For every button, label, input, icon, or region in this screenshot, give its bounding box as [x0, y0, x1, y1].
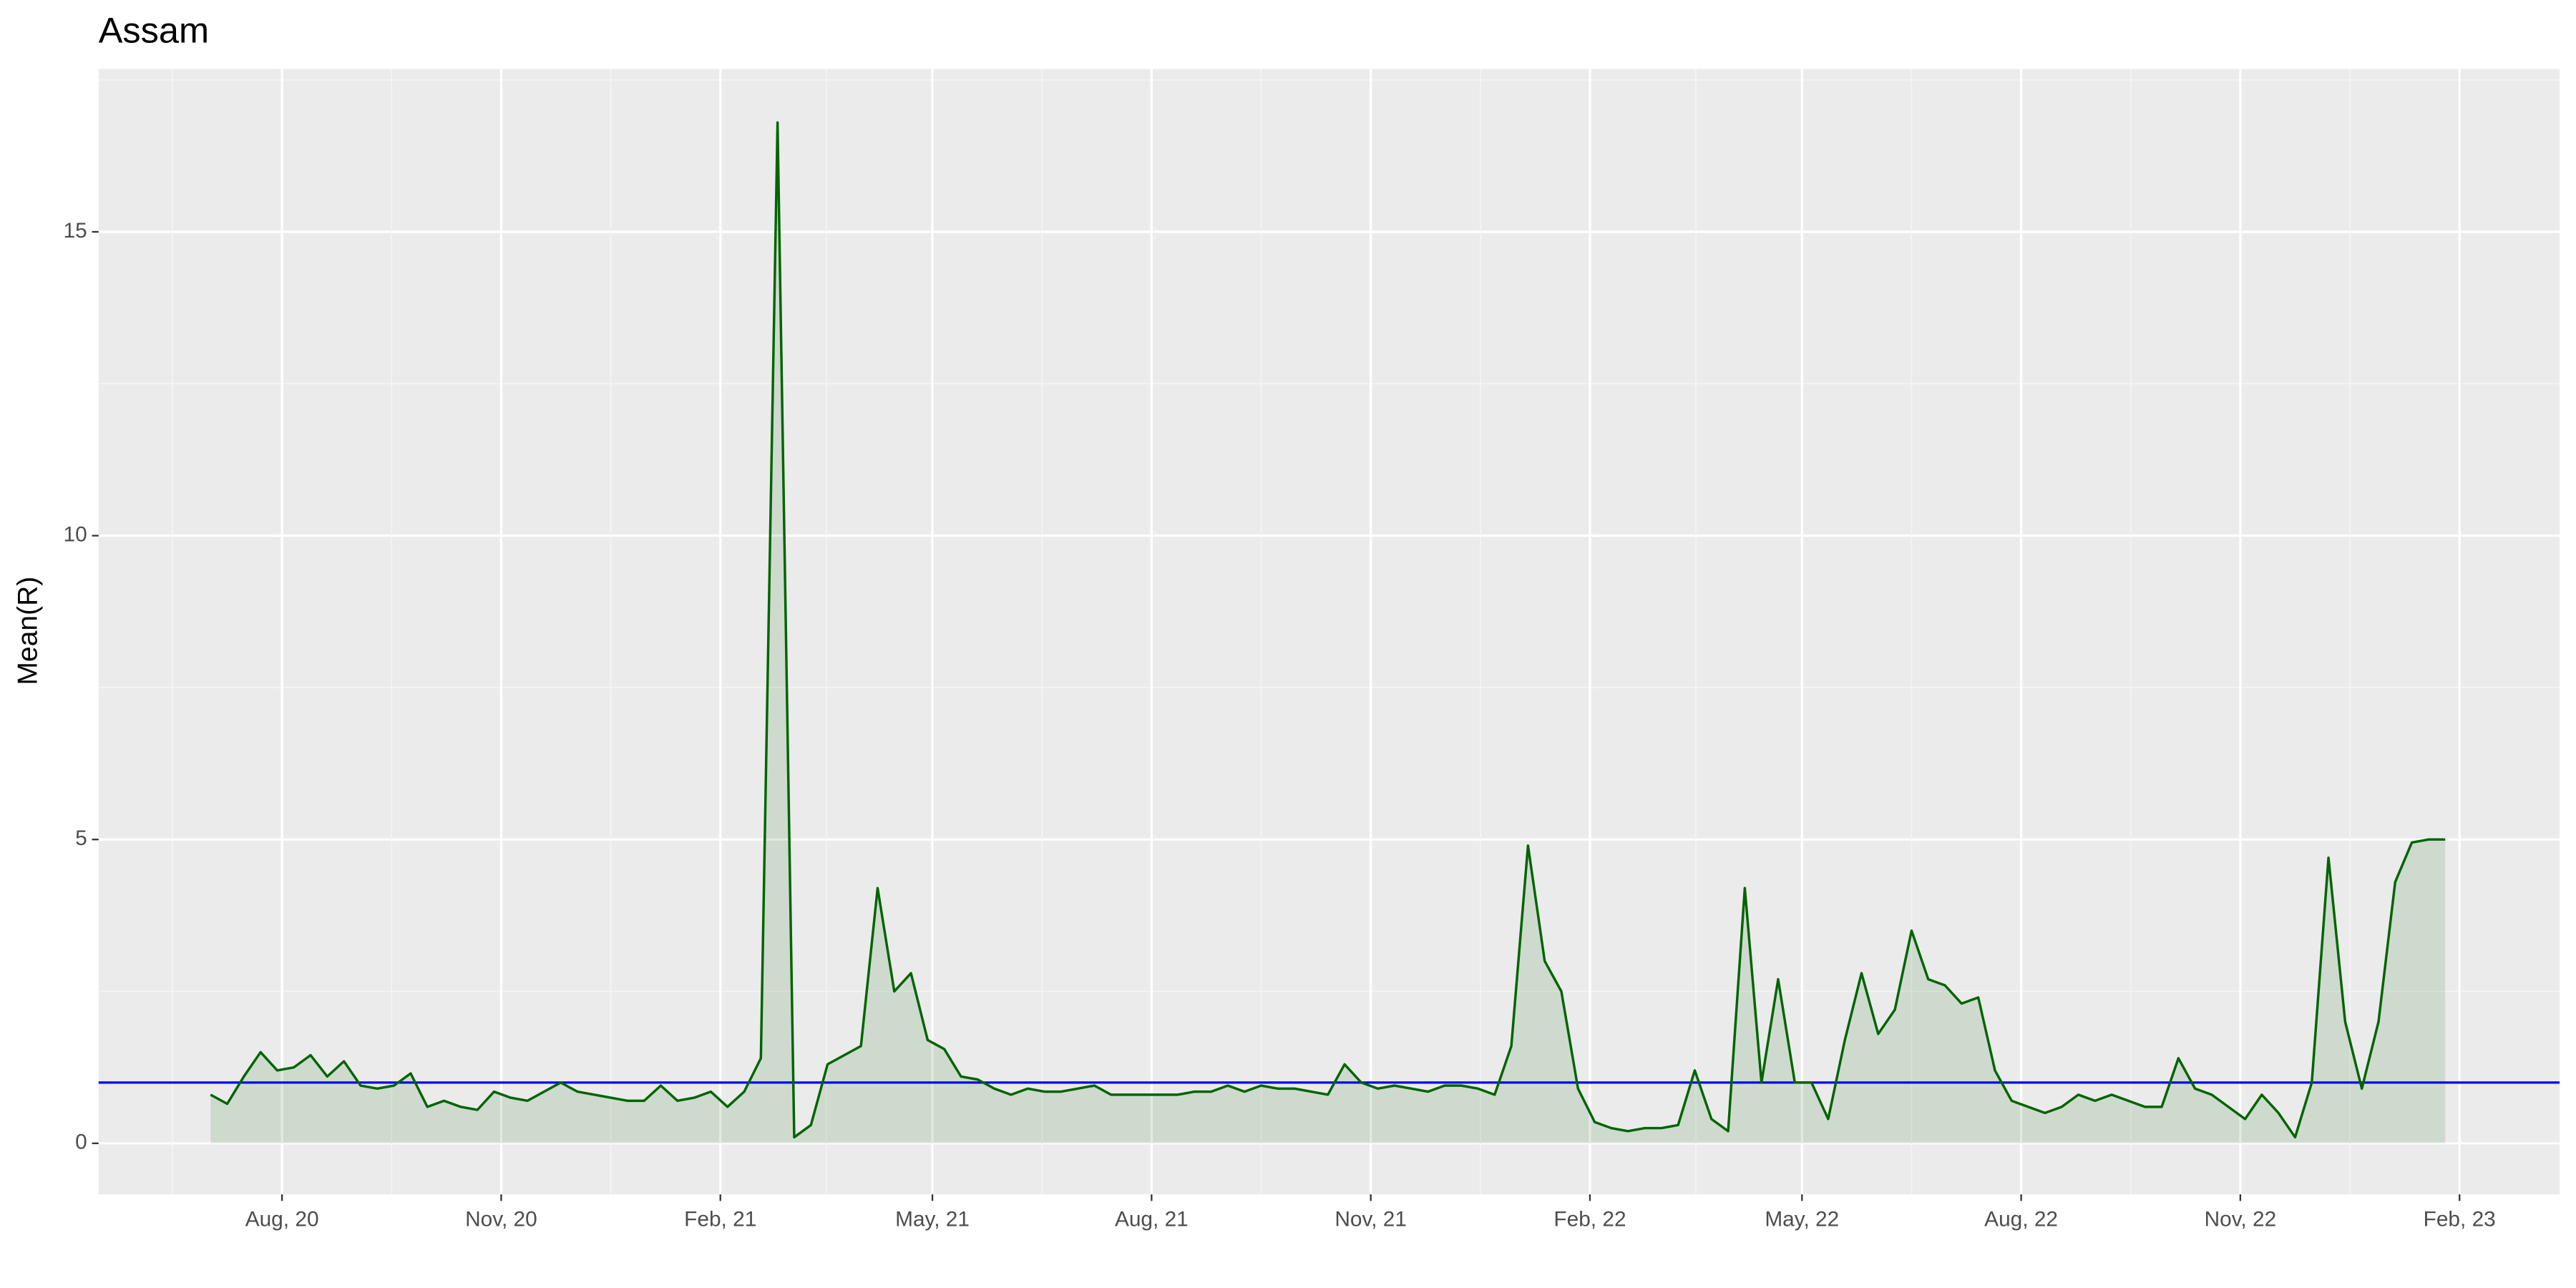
x-tick-label: Aug, 22 [1984, 1208, 2058, 1231]
x-tick-label: Feb, 23 [2424, 1208, 2496, 1231]
x-tick-label: Feb, 21 [684, 1208, 756, 1231]
y-tick-label: 0 [75, 1131, 87, 1154]
x-tick-label: Aug, 20 [245, 1208, 319, 1231]
panel [98, 69, 2560, 1195]
y-tick-label: 10 [63, 522, 87, 546]
area [210, 122, 2446, 1143]
y-tick-label: 15 [63, 219, 87, 243]
x-tick-label: Nov, 20 [465, 1208, 537, 1231]
x-tick-label: Feb, 22 [1553, 1208, 1626, 1231]
x-tick-label: Nov, 21 [1335, 1208, 1407, 1231]
line [210, 121, 2446, 1139]
x-tick-label: May, 22 [1765, 1208, 1839, 1231]
x-tick-label: Nov, 22 [2205, 1208, 2277, 1231]
y-axis-label: Mean(R) [13, 577, 44, 686]
chart-title: Assam [99, 9, 209, 50]
x-tick-label: May, 21 [895, 1208, 970, 1231]
x-tick-label: Aug, 21 [1115, 1208, 1189, 1231]
y-tick-label: 5 [75, 826, 87, 850]
